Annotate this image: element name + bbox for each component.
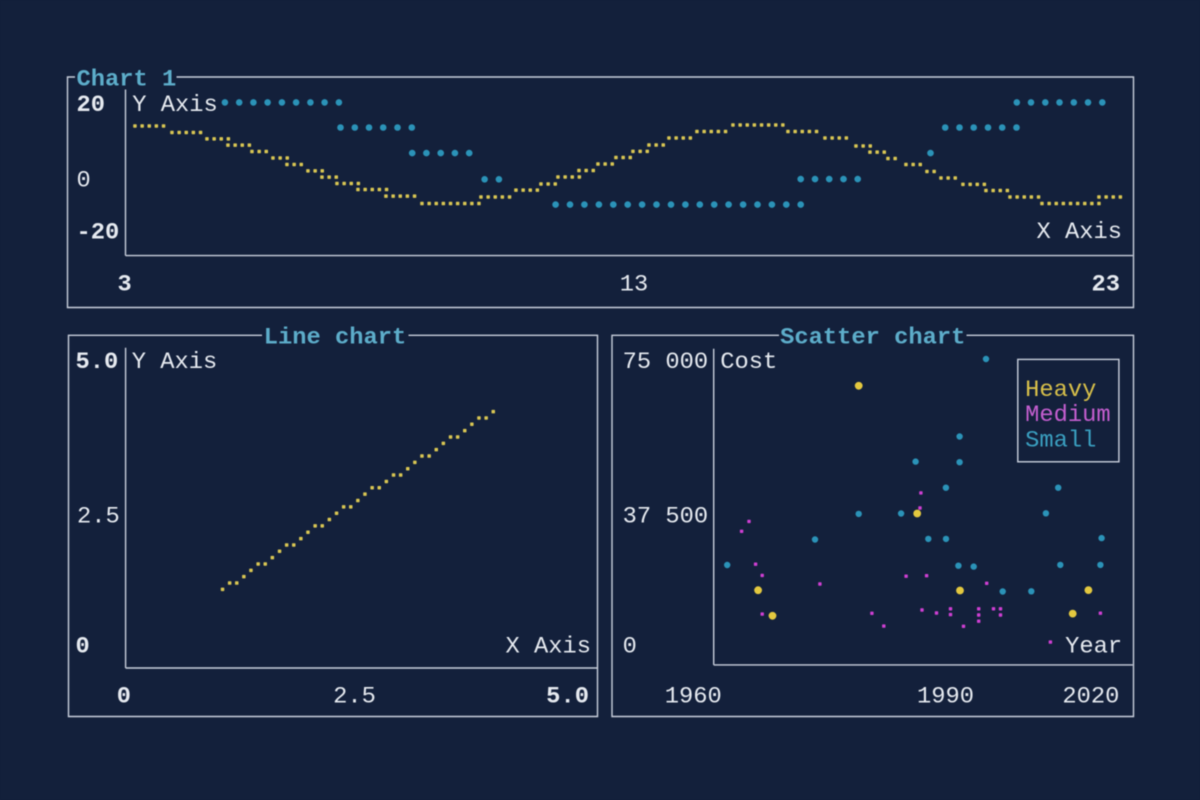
svg-text:3: 3 (118, 271, 132, 298)
svg-text:13: 13 (620, 271, 649, 298)
svg-text:2020: 2020 (1062, 684, 1119, 711)
svg-text:5.0: 5.0 (546, 684, 589, 711)
svg-text:Year: Year (1065, 633, 1122, 660)
svg-text:0: 0 (76, 633, 90, 660)
svg-text:5.0: 5.0 (76, 349, 119, 376)
svg-text:75 000: 75 000 (623, 349, 709, 376)
svg-text:Y Axis: Y Axis (132, 349, 218, 376)
svg-text:-20: -20 (77, 219, 120, 246)
svg-text:20: 20 (77, 92, 106, 119)
svg-text:Small: Small (1025, 428, 1096, 455)
svg-text:0: 0 (77, 167, 91, 194)
svg-text:1960: 1960 (665, 684, 722, 711)
svg-text:Medium: Medium (1025, 402, 1111, 429)
svg-text:37 500: 37 500 (623, 503, 709, 530)
svg-text:1990: 1990 (917, 684, 974, 711)
svg-text:0: 0 (623, 633, 637, 660)
svg-text:Y Axis: Y Axis (132, 92, 218, 119)
svg-text:0: 0 (117, 684, 131, 711)
svg-text:Heavy: Heavy (1025, 377, 1096, 404)
svg-text:2.5: 2.5 (333, 684, 376, 711)
svg-text:Cost: Cost (720, 349, 777, 376)
svg-text:X Axis: X Axis (1037, 219, 1123, 246)
svg-text:Line chart: Line chart (264, 325, 407, 352)
svg-text:X Axis: X Axis (506, 633, 592, 660)
svg-text:2.5: 2.5 (77, 503, 120, 530)
svg-text:Chart 1: Chart 1 (77, 66, 177, 93)
svg-text:Scatter chart: Scatter chart (780, 325, 965, 352)
svg-text:23: 23 (1092, 271, 1121, 298)
